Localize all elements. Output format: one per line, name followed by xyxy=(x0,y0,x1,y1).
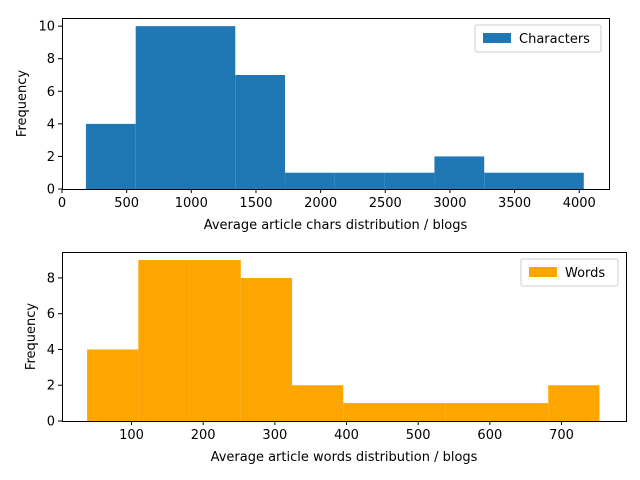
legend-box xyxy=(474,24,602,53)
x-tick-label: 500 xyxy=(114,196,139,211)
y-tick-label: 8 xyxy=(47,52,55,67)
y-tick-label: 4 xyxy=(47,343,55,358)
histogram-bar xyxy=(285,172,335,189)
x-tick-label: 400 xyxy=(334,428,359,443)
histogram-bar xyxy=(533,172,584,189)
histogram-bar xyxy=(445,403,498,421)
y-axis-label: Frequency xyxy=(15,70,30,137)
x-tick-label: 500 xyxy=(406,428,431,443)
histogram-bar xyxy=(343,403,395,421)
histogram-bar xyxy=(334,172,385,189)
histogram-bar xyxy=(384,172,435,189)
plot-frame xyxy=(62,18,610,190)
legend-swatch xyxy=(483,33,511,43)
x-axis-label: Average article chars distribution / blo… xyxy=(204,218,468,233)
y-tick-label: 2 xyxy=(47,379,55,394)
x-tick-label: 1500 xyxy=(239,196,272,211)
legend-label: Words xyxy=(565,266,605,281)
y-tick-label: 4 xyxy=(47,117,55,132)
x-axis-label: Average article words distribution / blo… xyxy=(211,450,478,465)
x-tick-label: 3500 xyxy=(498,196,531,211)
histogram-bar xyxy=(548,385,600,421)
x-tick-label: 2000 xyxy=(304,196,337,211)
histogram-bar xyxy=(240,277,293,421)
y-tick-label: 6 xyxy=(47,85,55,100)
bars xyxy=(85,26,584,190)
x-tick-label: 4000 xyxy=(563,196,596,211)
x-tick-label: 300 xyxy=(262,428,287,443)
x-ticks: 0 500 1000 1500 2000 2500 3000 3500 4000 xyxy=(58,189,596,211)
histogram-bar xyxy=(394,403,446,421)
legend: Characters xyxy=(474,24,602,53)
y-tick-label: 8 xyxy=(47,271,55,286)
x-tick-label: 1000 xyxy=(175,196,208,211)
y-ticks: 0 2 4 6 8 10 xyxy=(38,20,62,198)
y-axis-label: Frequency xyxy=(24,303,39,370)
legend-label: Characters xyxy=(519,32,590,47)
histogram-bar xyxy=(189,260,241,421)
histogram-bar xyxy=(138,260,190,421)
characters-histogram: 0 500 1000 1500 2000 2500 3000 3500 4000 0 2 4 6 8 10… xyxy=(15,18,610,233)
legend-box xyxy=(520,258,619,287)
histogram-bar xyxy=(292,385,344,421)
y-tick-label: 2 xyxy=(47,150,55,165)
y-tick-label: 0 xyxy=(47,183,55,198)
histogram-bar xyxy=(497,403,549,421)
x-tick-label: 0 xyxy=(58,196,66,211)
x-tick-label: 3000 xyxy=(433,196,466,211)
x-tick-label: 700 xyxy=(549,428,574,443)
bars xyxy=(87,260,600,421)
y-ticks: 0 2 4 6 8 xyxy=(47,271,62,430)
x-tick-label: 100 xyxy=(119,428,144,443)
legend: Words xyxy=(520,258,619,287)
legend-swatch xyxy=(529,267,557,277)
histogram-bar xyxy=(87,349,139,421)
y-tick-label: 6 xyxy=(47,307,55,322)
x-tick-label: 2500 xyxy=(369,196,402,211)
y-tick-label: 10 xyxy=(38,20,55,35)
histogram-bar xyxy=(434,156,485,189)
histogram-bar xyxy=(484,172,534,189)
histogram-bar xyxy=(185,26,236,190)
x-tick-label: 200 xyxy=(191,428,216,443)
words-histogram: 100 200 300 400 500 600 700 0 2 4 6 8 Average arti… xyxy=(24,252,627,465)
histogram-bar xyxy=(135,26,186,190)
plot-frame xyxy=(62,252,627,422)
x-tick-label: 600 xyxy=(477,428,502,443)
y-tick-label: 0 xyxy=(47,415,55,430)
histogram-bar xyxy=(235,75,286,189)
histogram-bar xyxy=(85,123,136,189)
x-ticks: 100 200 300 400 500 600 700 xyxy=(119,421,574,443)
